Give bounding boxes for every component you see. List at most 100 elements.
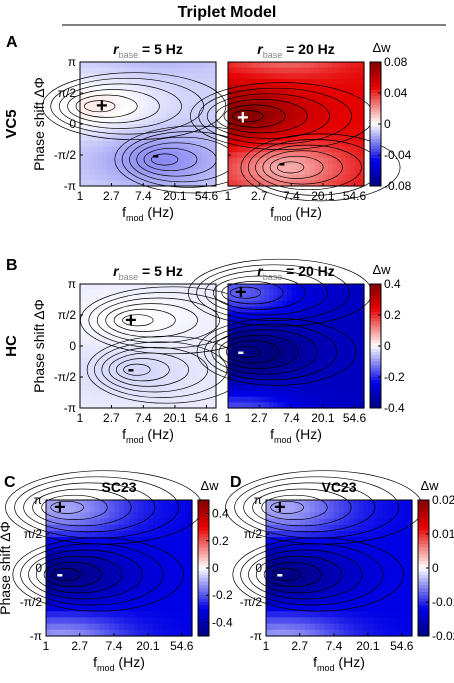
heatmap-cell (237, 140, 243, 148)
heatmap-cell (363, 500, 369, 507)
heatmap-cell (259, 169, 265, 176)
heatmap-cell (300, 118, 306, 125)
heatmap-cell (354, 346, 361, 353)
heatmap-cell (179, 306, 185, 313)
heatmap-cell (382, 561, 389, 569)
heatmap-cell (286, 174, 293, 181)
heatmap-cell (119, 500, 125, 507)
heatmap-cell (211, 362, 217, 370)
heatmap-cell (188, 124, 194, 131)
heatmap-cell (392, 592, 398, 600)
heatmap-cell (241, 129, 247, 136)
heatmap-cell (70, 568, 76, 575)
heatmap-cell (266, 561, 272, 569)
heatmap-cell (354, 62, 361, 69)
heatmap-cell (211, 374, 217, 381)
heatmap-cell (300, 124, 306, 131)
heatmap-cell (350, 402, 356, 409)
heatmap-cell (98, 95, 104, 103)
heatmap-cell (282, 300, 288, 308)
heatmap-cell (70, 555, 76, 563)
colorbar-segment (370, 358, 381, 362)
heatmap-cell (134, 300, 140, 308)
heatmap-cell (125, 289, 131, 296)
heatmap-cell (172, 524, 178, 532)
heatmap-cell (172, 506, 178, 513)
heatmap-cell (133, 623, 140, 631)
heatmap-cell (373, 561, 379, 569)
heatmap-cell (98, 118, 104, 125)
heatmap-cell (305, 163, 311, 170)
heatmap-cell (277, 118, 283, 125)
heatmap-cell (125, 140, 131, 148)
heatmap-cell (179, 163, 185, 170)
heatmap-cell (264, 362, 270, 370)
heatmap-cell (290, 623, 296, 631)
heatmap-cell (98, 84, 104, 91)
heatmap-cell (309, 312, 315, 319)
heatmap-cell (93, 152, 99, 159)
y-tick-label: -π (30, 629, 42, 643)
heatmap-cell (148, 346, 154, 353)
heatmap-cell (184, 374, 190, 381)
heatmap-cell (129, 284, 135, 291)
heatmap-cell (138, 73, 145, 80)
heatmap-cell (334, 500, 340, 507)
heatmap-cell (161, 152, 167, 159)
heatmap-cell (259, 357, 265, 364)
heatmap-cell (55, 568, 62, 575)
heatmap-cell (350, 84, 356, 91)
heatmap-cell (277, 129, 283, 136)
heatmap-cell (300, 592, 306, 600)
heatmap-cell (291, 312, 297, 319)
colorbar-segment (370, 308, 381, 313)
heatmap-cell (241, 180, 247, 187)
heatmap-cell (318, 368, 324, 375)
colorbar-segment (370, 315, 381, 319)
heatmap-cell (129, 368, 135, 375)
heatmap-cell (197, 62, 203, 69)
heatmap-cell (250, 374, 256, 381)
heatmap-cell (345, 362, 351, 370)
colorbar-label: Δw (372, 40, 391, 55)
heatmap-cell (138, 574, 144, 581)
heatmap-cell (120, 357, 126, 364)
heatmap-cell (350, 78, 356, 86)
heatmap-cell (291, 329, 297, 336)
heatmap-cell (392, 574, 398, 581)
heatmap-cell (332, 379, 338, 387)
heatmap-cell (84, 351, 90, 358)
heatmap-cell (319, 518, 325, 526)
x-tick-label: 1 (263, 639, 270, 653)
heatmap-cell (354, 334, 361, 341)
heatmap-cell (314, 586, 321, 594)
heatmap-cell (80, 346, 86, 353)
heatmap-cell (300, 543, 306, 551)
heatmap-cell (246, 362, 252, 370)
heatmap-cell (152, 357, 158, 364)
heatmap-cell (175, 362, 181, 370)
heatmap-cell (291, 174, 297, 181)
heatmap-cell (129, 157, 135, 165)
heatmap-cell (290, 555, 296, 563)
heatmap-cell (343, 500, 350, 507)
heatmap-cell (179, 112, 185, 119)
heatmap-cell (318, 112, 324, 119)
heatmap-cell (318, 118, 324, 125)
heatmap-cell (350, 391, 356, 398)
heatmap-cell (336, 340, 342, 347)
heatmap-cell (373, 623, 379, 631)
heatmap-cell (296, 180, 302, 187)
heatmap-cell (84, 506, 91, 513)
heatmap-cell (80, 300, 86, 308)
heatmap-cell (80, 524, 86, 532)
heatmap-cell (343, 605, 350, 612)
heatmap-cell (161, 402, 167, 409)
heatmap-cell (202, 300, 208, 308)
heatmap-cell (359, 152, 365, 159)
heatmap-cell (143, 62, 149, 69)
heatmap-cell (197, 84, 203, 91)
heatmap-cell (392, 561, 398, 569)
heatmap-cell (93, 295, 99, 302)
heatmap-cell (286, 284, 293, 291)
